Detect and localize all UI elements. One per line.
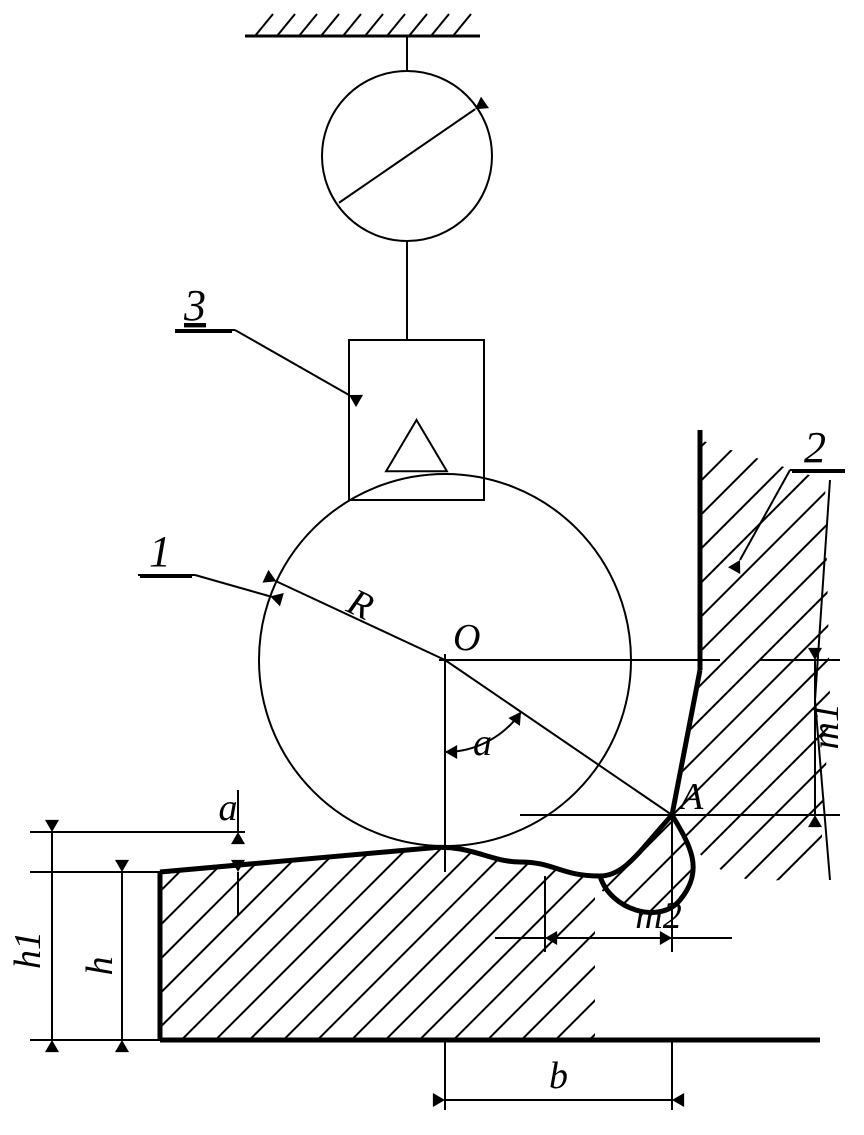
svg-text:a: a	[473, 722, 492, 764]
svg-text:O: O	[453, 617, 480, 659]
svg-text:a: a	[219, 787, 238, 829]
svg-text:3: 3	[183, 281, 206, 330]
svg-text:1: 1	[149, 527, 171, 576]
svg-text:h: h	[79, 957, 121, 976]
svg-text:m2: m2	[635, 895, 681, 937]
engineering-diagram: 3 O R Aa h1 h a m1 m2 b 1 2	[0, 0, 864, 1135]
svg-text:m1: m1	[805, 703, 847, 749]
svg-text:2: 2	[804, 423, 826, 472]
svg-text:A: A	[677, 776, 704, 818]
svg-text:b: b	[549, 1055, 568, 1097]
svg-text:R: R	[340, 580, 380, 628]
svg-text:h1: h1	[7, 931, 49, 969]
